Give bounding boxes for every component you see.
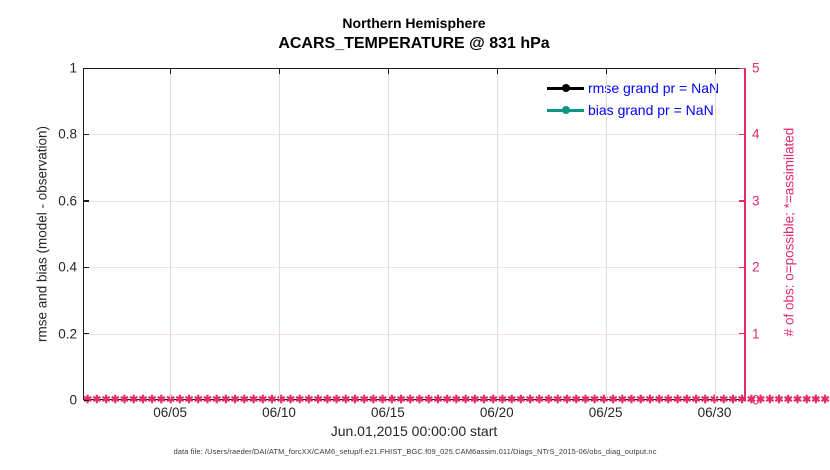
left-tick-mark	[84, 266, 89, 268]
right-y-tick-label: 0	[752, 392, 760, 408]
right-tick-mark	[739, 333, 744, 335]
horizontal-gridline	[84, 134, 744, 136]
left-tick-mark	[84, 333, 89, 335]
x-tick-label: 06/30	[697, 405, 732, 420]
right-tick-mark	[739, 266, 744, 268]
horizontal-gridline	[84, 267, 744, 269]
right-y-tick-label: 3	[752, 193, 760, 209]
right-tick-mark	[739, 67, 744, 69]
x-tick-label: 06/10	[262, 405, 296, 420]
left-tick-mark	[84, 399, 89, 401]
right-y-tick-label: 2	[752, 259, 760, 275]
top-tick-mark	[714, 69, 716, 74]
obs-count-marker: ✱	[811, 394, 820, 406]
x-axis-label: Jun.01,2015 00:00:00 start	[330, 423, 498, 439]
vertical-gridline	[605, 69, 607, 399]
left-y-tick-label: 0.4	[58, 259, 77, 275]
vertical-gridline	[714, 69, 716, 399]
x-tick-label: 06/20	[479, 405, 514, 420]
plot-area	[83, 68, 745, 400]
data-file-path: data file: /Users/raeder/DAI/ATM_forcXX/…	[173, 447, 657, 456]
right-y-axis-label: # of obs: o=possible; *=assimilated	[781, 127, 797, 337]
legend: rmse grand pr = NaN bias grand pr = NaN	[547, 77, 719, 121]
horizontal-gridline	[84, 200, 744, 202]
plot-title-variable: ACARS_TEMPERATURE @ 831 hPa	[278, 35, 550, 52]
right-tick-mark	[739, 133, 744, 136]
obs-count-marker: ✱	[793, 394, 802, 406]
legend-entry: rmse grand pr = NaN	[547, 77, 719, 99]
left-y-tick-label: 0.2	[58, 326, 77, 342]
obs-count-marker: ✱	[784, 394, 803, 406]
x-tick-label: 06/15	[370, 405, 405, 420]
vertical-gridline	[387, 69, 389, 399]
vertical-gridline	[170, 69, 172, 399]
top-tick-mark	[387, 69, 390, 74]
right-y-tick-label: 1	[752, 326, 760, 342]
plot-title-region: Northern Hemisphere	[342, 15, 486, 31]
legend-entry: bias grand pr = NaN	[547, 99, 719, 121]
top-tick-mark	[170, 69, 172, 74]
legend-line-sample	[547, 106, 584, 114]
left-tick-mark	[84, 200, 89, 202]
obs-count-marker: ✱	[765, 394, 774, 406]
obs-count-marker: ✱	[802, 394, 811, 406]
x-tick-label: 06/05	[153, 405, 187, 420]
legend-entry-label: bias grand pr = NaN	[588, 102, 714, 118]
left-y-tick-label: 0.8	[58, 126, 77, 142]
legend-entry-label: rmse grand pr = NaN	[588, 80, 720, 96]
left-y-tick-label: 0	[69, 392, 77, 408]
obs-count-marker: ✱	[821, 394, 830, 406]
left-y-tick-label: 0.6	[58, 193, 77, 209]
top-tick-mark	[605, 69, 607, 74]
top-tick-mark	[496, 69, 499, 74]
top-tick-mark	[278, 69, 281, 74]
left-y-tick-label: 1	[69, 60, 77, 76]
horizontal-gridline	[84, 333, 744, 335]
legend-line-sample	[547, 84, 584, 92]
obs-count-marker: ✱	[774, 394, 783, 406]
right-y-tick-label: 5	[752, 60, 760, 76]
right-tick-mark	[739, 399, 744, 401]
legend-marker-dot	[561, 84, 570, 92]
plot-title: Northern Hemisphere ACARS_TEMPERATURE @ …	[83, 14, 745, 54]
legend-marker-dot	[561, 106, 570, 114]
right-y-tick-label: 4	[752, 126, 760, 142]
right-axis-spine	[744, 68, 746, 400]
left-tick-mark	[84, 133, 89, 136]
left-y-axis-label: rmse and bias (model - observation)	[34, 125, 50, 343]
right-tick-mark	[739, 200, 744, 202]
vertical-gridline	[496, 69, 498, 399]
vertical-gridline	[278, 69, 280, 399]
left-tick-mark	[84, 67, 89, 69]
x-tick-label: 06/25	[588, 405, 623, 420]
